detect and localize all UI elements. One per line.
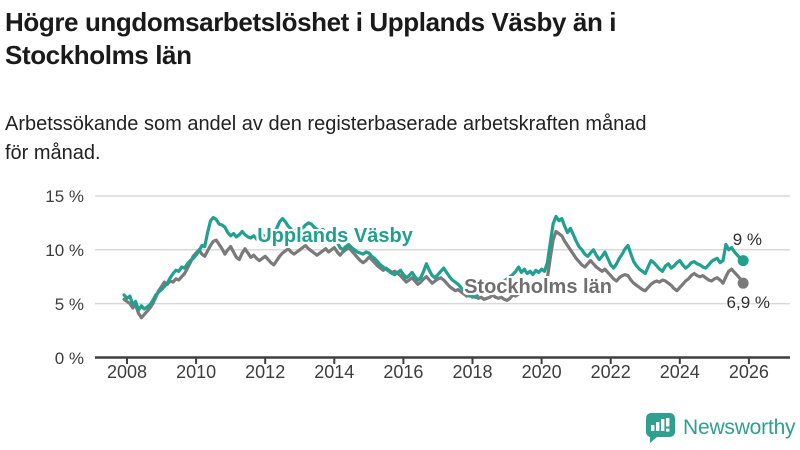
title-line-2: Stockholms län — [5, 40, 192, 70]
series-end-dot — [737, 255, 749, 267]
series-line — [122, 214, 745, 312]
x-tick-label: 2024 — [659, 362, 700, 382]
end-value-label-upplands-vasby: 9 % — [732, 230, 762, 249]
x-tick-label: 2018 — [452, 362, 493, 382]
x-tick-label: 2022 — [590, 362, 631, 382]
series-end-dot — [737, 277, 749, 289]
end-value-label-stockholms-lan: 6,9 % — [726, 293, 770, 312]
chart-subtitle: Arbetssökande som andel av den registerb… — [5, 110, 795, 168]
x-tick-label: 2012 — [245, 362, 286, 382]
x-tick-label: 2020 — [521, 362, 562, 382]
y-tick-label: 10 % — [45, 240, 84, 260]
newsworthy-logo-text: Newsworthy — [683, 416, 796, 439]
subtitle-line-2: för månad. — [5, 142, 101, 164]
series-label-stockholms-lan: Stockholms län — [464, 276, 612, 298]
x-tick-label: 2016 — [383, 362, 424, 382]
subtitle-line-1: Arbetssökande som andel av den registerb… — [5, 113, 647, 135]
newsworthy-chart-bubble-icon — [645, 413, 675, 443]
x-tick-label: 2010 — [176, 362, 217, 382]
y-tick-label: 5 % — [54, 294, 84, 314]
newsworthy-logo: Newsworthy — [644, 411, 796, 445]
x-tick-label: 2026 — [728, 362, 769, 382]
title-line-1: Högre ungdomsarbetslöshet i Upplands Väs… — [5, 7, 617, 37]
y-tick-label: 0 % — [54, 348, 84, 368]
series-label-upplands-vasby: Upplands Väsby — [257, 225, 413, 247]
x-tick-label: 2008 — [106, 362, 148, 382]
x-tick-label: 2014 — [314, 362, 355, 382]
page-title: Högre ungdomsarbetslöshet i Upplands Väs… — [5, 6, 795, 72]
y-tick-label: 15 % — [45, 186, 84, 206]
series-line — [122, 229, 745, 320]
